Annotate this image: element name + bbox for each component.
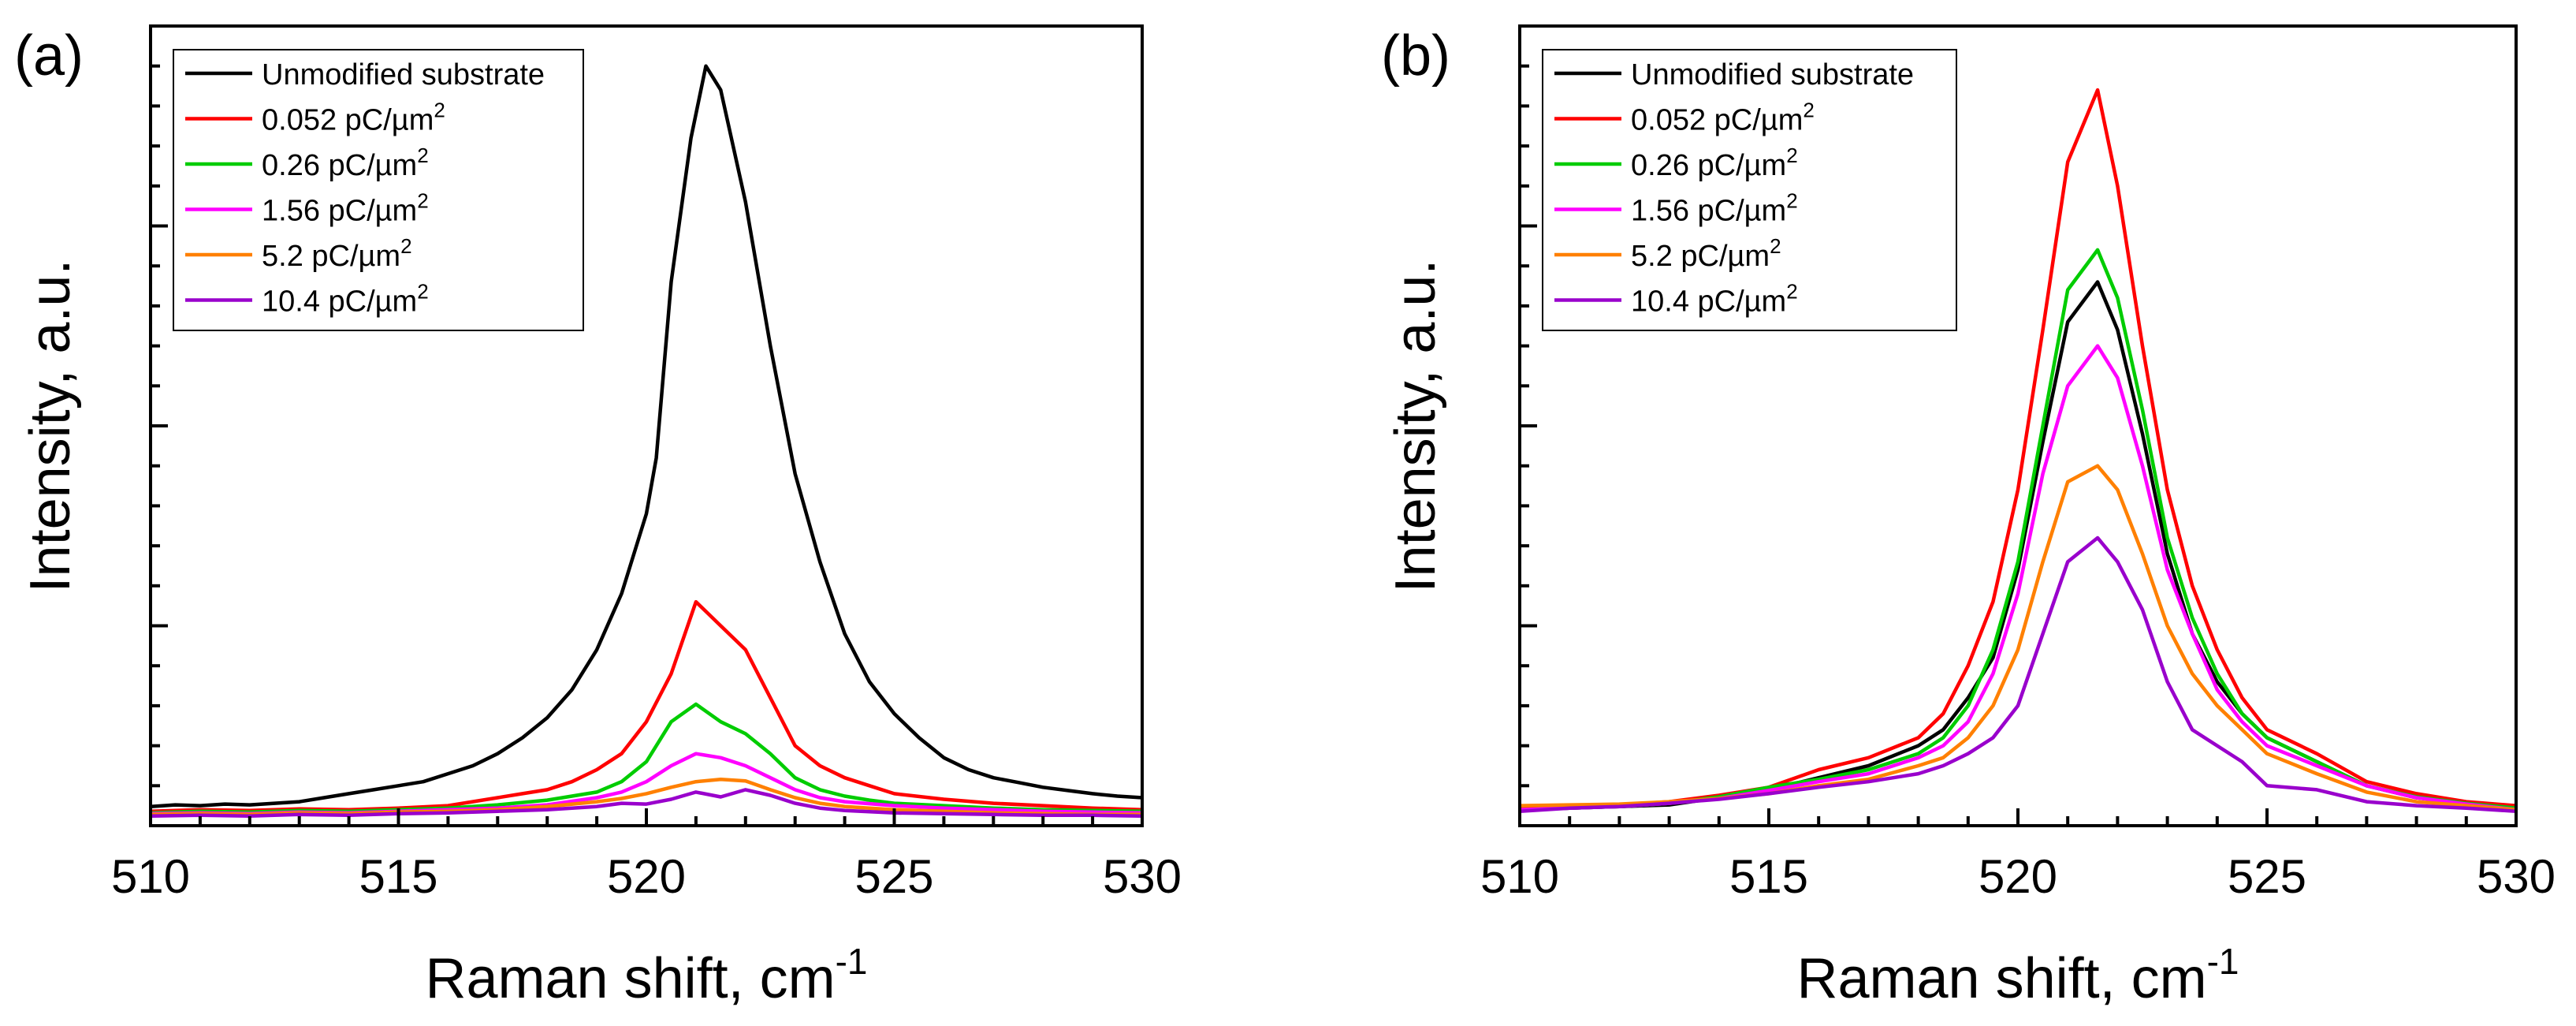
legend-label-2: 0.26 pC/µm2 [262, 144, 429, 182]
legend-label-sup: 2 [417, 144, 428, 167]
legend-label-3: 1.56 pC/µm2 [1631, 189, 1798, 228]
series-lines [1520, 88, 2516, 813]
x-axis: 510 515 520 525 530 [1480, 808, 2556, 903]
legend-label-unit: µm [1744, 285, 1787, 319]
panel-label: (b) [1381, 24, 1450, 88]
legend-label-text: Unmodified substrate [1631, 58, 1914, 91]
legend-label-sup: 2 [417, 280, 428, 304]
x-axis-title: Raman shift, cm-1 [425, 941, 867, 1010]
legend-label-5: 10.4 pC/µm2 [262, 280, 429, 319]
legend-label-0: Unmodified substrate [262, 58, 545, 91]
legend-label-unit: µm [1728, 240, 1770, 273]
x-axis-title-main: Raman shift, cm [1796, 947, 2206, 1010]
legend-label-text: 5.2 pC/ [1631, 240, 1728, 273]
legend-label-text: 0.26 pC/ [262, 149, 375, 182]
series-line-5 [1520, 535, 2516, 813]
x-axis-title-sup: -1 [836, 941, 868, 982]
x-tick-label: 520 [1979, 850, 2057, 903]
legend-label-text: Unmodified substrate [262, 58, 545, 91]
legend-label-1: 0.052 pC/µm2 [1631, 99, 1815, 137]
legend-box [1542, 49, 1957, 331]
series-line-5 [151, 788, 1142, 819]
legend-label-unit: µm [1761, 104, 1804, 137]
y-axis-title: Intensity, a.u. [1384, 259, 1447, 593]
series-line-0 [1520, 280, 2516, 811]
x-axis: 510 515 520 525 530 [111, 808, 1182, 903]
legend-label-1: 0.052 pC/µm2 [262, 99, 445, 137]
x-tick-label: 525 [854, 850, 933, 903]
x-tick-label: 520 [607, 850, 686, 903]
x-axis-title: Raman shift, cm-1 [1796, 941, 2239, 1010]
series-line-4 [1520, 464, 2516, 811]
legend-label-text: 1.56 pC/ [262, 195, 375, 228]
legend-label-unit: µm [1744, 149, 1787, 182]
legend-label-sup: 2 [1786, 280, 1797, 304]
legend-label-unit: µm [375, 285, 418, 319]
legend-label-text: 0.052 pC/ [1631, 104, 1761, 137]
legend-label-4: 5.2 pC/µm2 [1631, 234, 1781, 273]
y-axis-title: Intensity, a.u. [19, 259, 82, 593]
x-tick-label: 510 [111, 850, 190, 903]
legend-label-2: 0.26 pC/µm2 [1631, 144, 1798, 182]
legend-label-sup: 2 [1770, 234, 1781, 258]
legend-label-text: 10.4 pC/ [262, 285, 375, 319]
legend-label-unit: µm [1744, 195, 1787, 228]
legend-label-sup: 2 [417, 189, 428, 213]
legend-label-sup: 2 [434, 99, 445, 122]
legend-box [173, 49, 584, 331]
series-line-3 [1520, 344, 2516, 811]
legend-label-0: Unmodified substrate [1631, 58, 1914, 91]
x-tick-label: 510 [1480, 850, 1559, 903]
legend-label-text: 1.56 pC/ [1631, 195, 1744, 228]
x-tick-label: 525 [2228, 850, 2306, 903]
legend-label-unit: µm [359, 240, 401, 273]
legend-label-sup: 2 [400, 234, 411, 258]
legend-label-5: 10.4 pC/µm2 [1631, 280, 1798, 319]
x-axis-title-sup: -1 [2207, 941, 2239, 982]
y-axis [1520, 24, 1537, 827]
legend-label-text: 0.052 pC/ [262, 104, 392, 137]
legend-label-unit: µm [375, 149, 418, 182]
x-tick-label: 515 [1729, 850, 1808, 903]
series-lines [151, 64, 1142, 819]
x-axis-title-main: Raman shift, cm [425, 947, 835, 1010]
legend-label-sup: 2 [1786, 189, 1797, 213]
legend-label-text: 5.2 pC/ [262, 240, 359, 273]
legend-label-3: 1.56 pC/µm2 [262, 189, 429, 228]
x-tick-label: 515 [359, 850, 437, 903]
legend-label-unit: µm [392, 104, 434, 137]
panel-label: (a) [14, 24, 84, 88]
panel-b: (b) 510 515 520 525 530 Raman shift, cm-1 Inten… [1381, 24, 2556, 1010]
legend-label-sup: 2 [1786, 144, 1797, 167]
legend-label-4: 5.2 pC/µm2 [262, 234, 412, 273]
legend-label-sup: 2 [1803, 99, 1814, 122]
y-axis [151, 24, 168, 827]
x-tick-label: 530 [1103, 850, 1182, 903]
legend-label-text: 10.4 pC/ [1631, 285, 1744, 319]
legend-label-text: 0.26 pC/ [1631, 149, 1744, 182]
series-line-0 [151, 64, 1142, 808]
series-line-2 [1520, 248, 2516, 811]
x-tick-label: 530 [2477, 850, 2556, 903]
panel-a: (a) 510 515 520 525 530 Raman shift, cm-1 Inten… [14, 24, 1182, 1010]
legend-label-unit: µm [375, 195, 418, 228]
